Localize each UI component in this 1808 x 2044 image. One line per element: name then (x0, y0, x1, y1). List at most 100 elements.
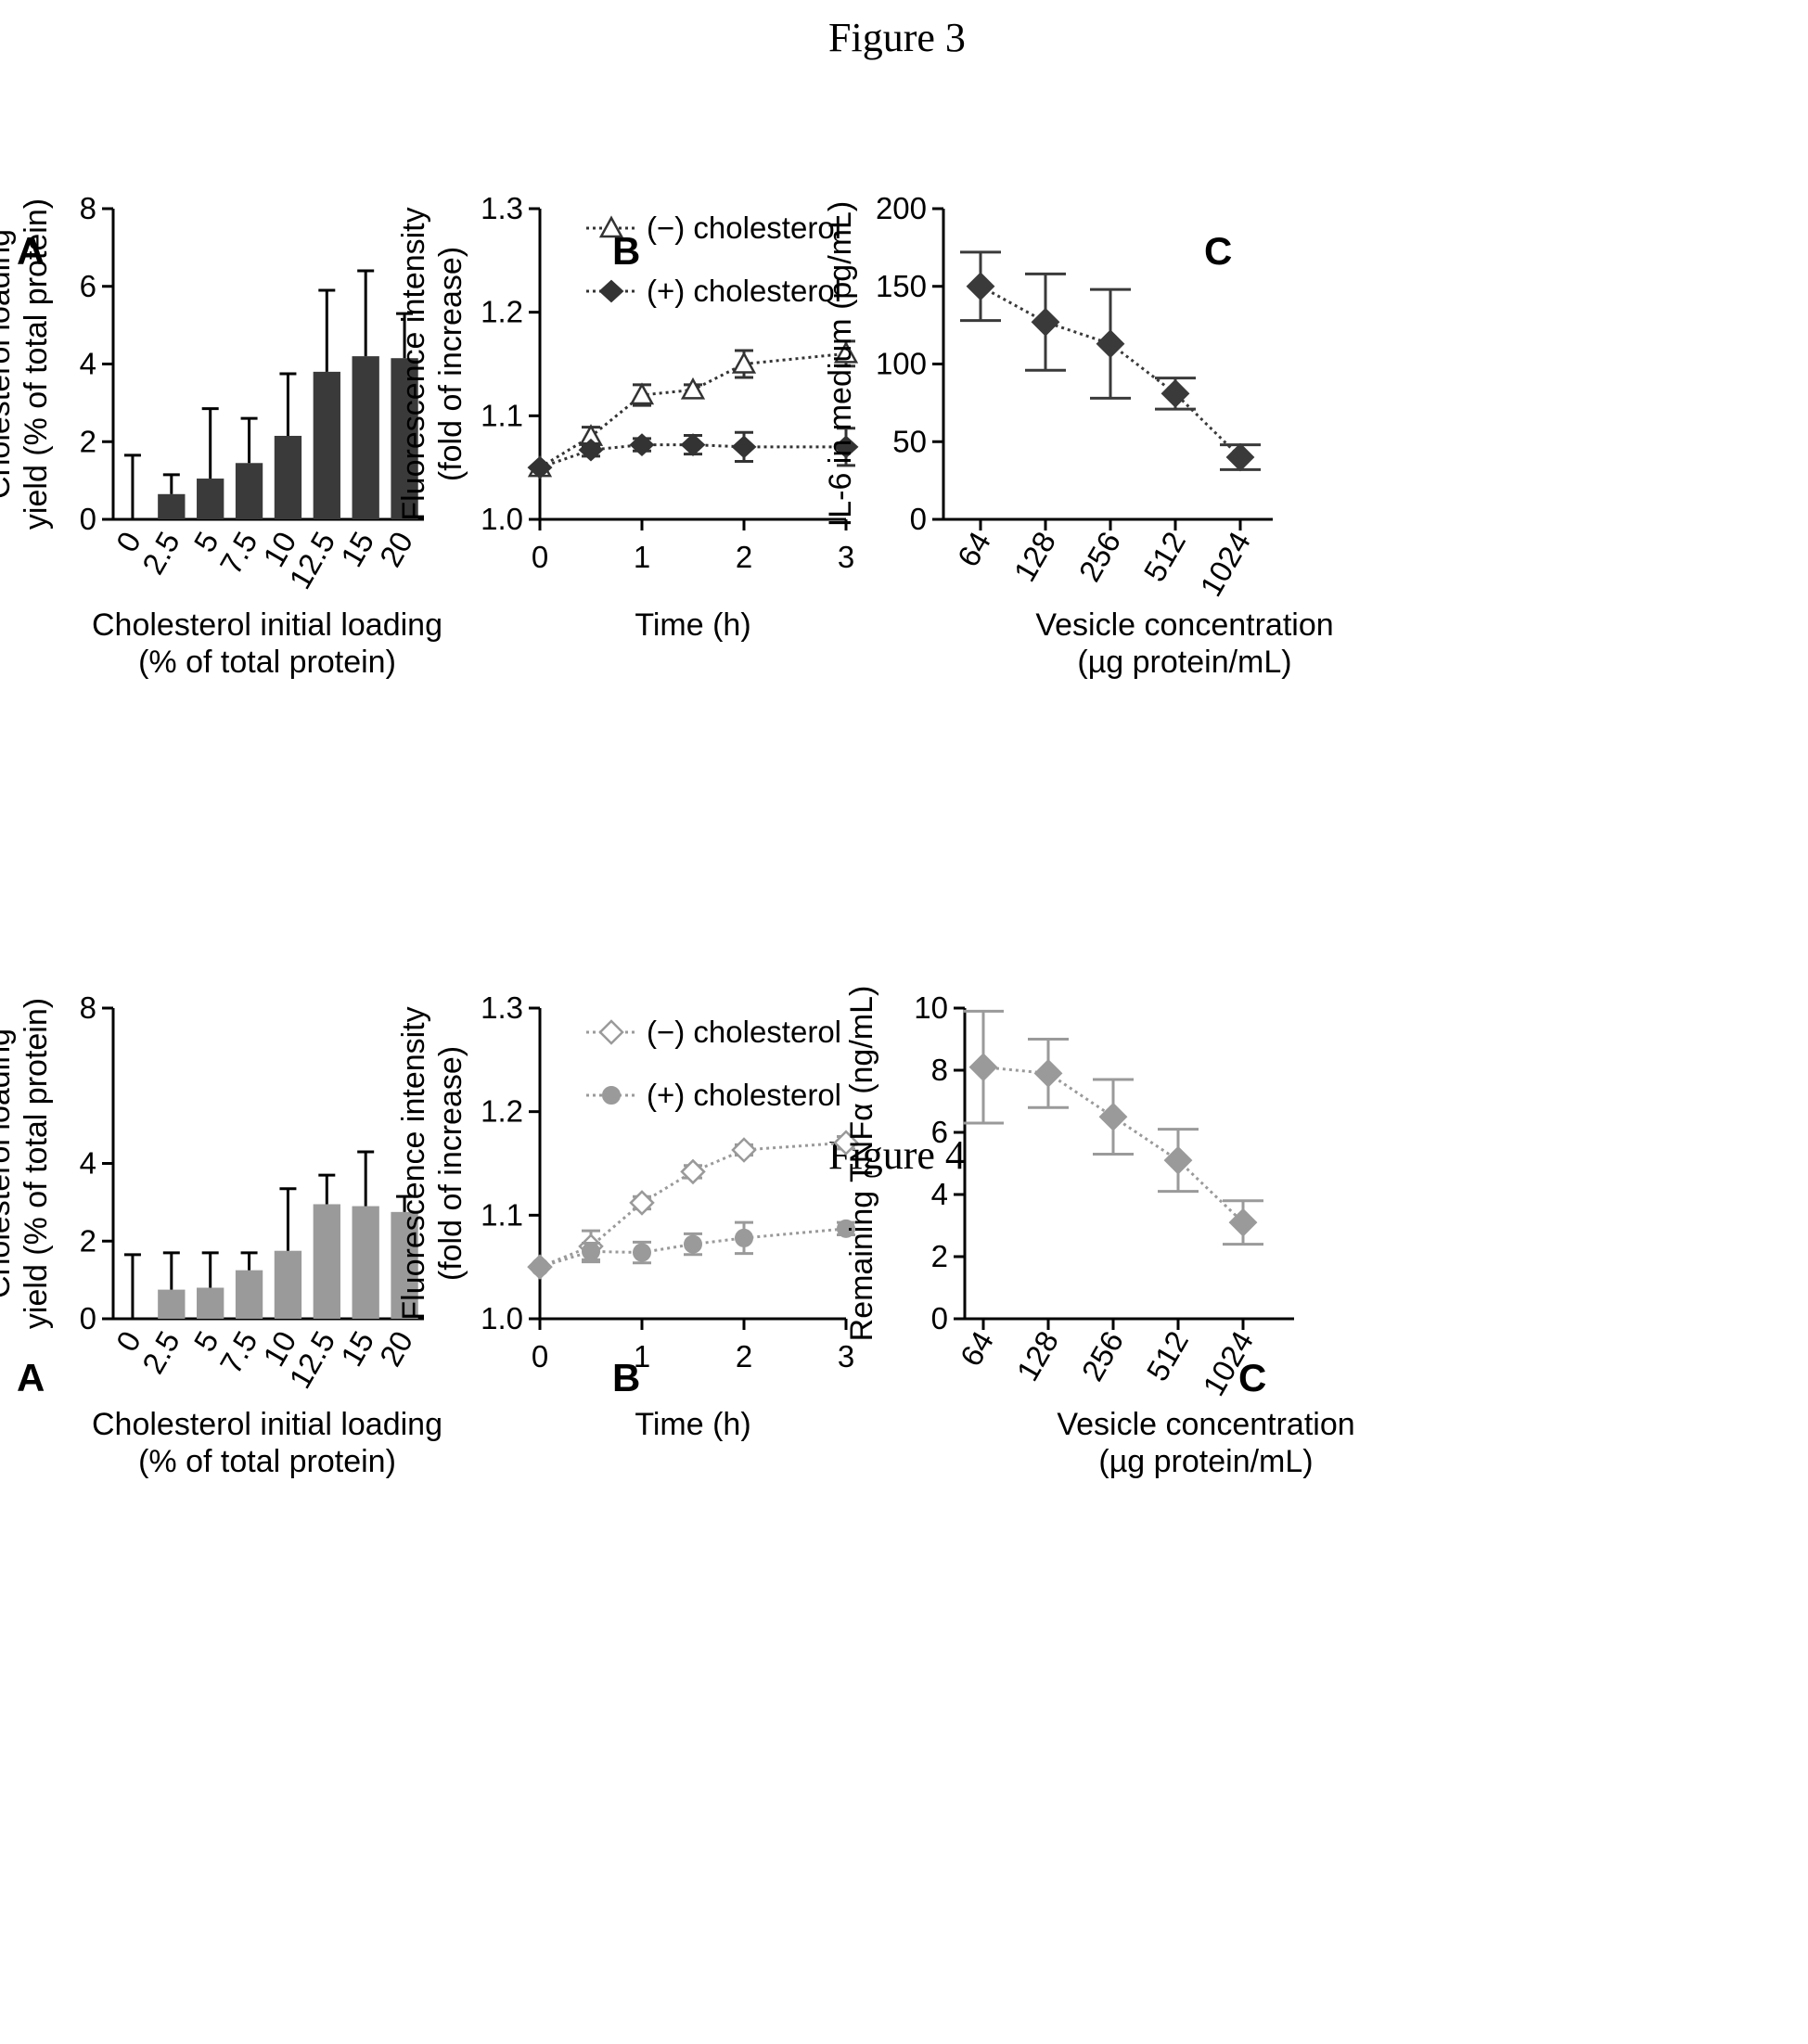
data-point (1096, 329, 1125, 359)
fig4-panel-b: B 1.0 1.1 1.2 1.3 0 1 2 3 (−) cholesterol (+) chol… (396, 990, 859, 1442)
legend-marker (602, 1086, 621, 1105)
y-axis-label: Remaining TNFα (ng/mL) (844, 986, 879, 1342)
x-axis-label: Time (h) (635, 607, 750, 643)
y-tick-label: 1.1 (481, 398, 523, 432)
y-tick-label: 4 (80, 1146, 96, 1181)
data-point (633, 1243, 651, 1262)
panel-letter: A (17, 1356, 45, 1399)
series-line (539, 1227, 847, 1269)
panel-letter: A (17, 229, 45, 273)
x-tick-label: 3 (838, 1339, 854, 1373)
x-tick-label: 128 (1007, 526, 1062, 587)
data-point (1031, 307, 1060, 337)
y-tick-label: 50 (892, 424, 927, 458)
x-tick-label: 2 (736, 1339, 752, 1373)
y-tick-label: 0 (80, 502, 96, 536)
y-tick-label: 6 (931, 1115, 948, 1149)
legend-marker (598, 279, 624, 303)
bar (235, 1270, 263, 1319)
x-tick-label: 12.5 (282, 526, 341, 594)
data-point (1160, 378, 1190, 408)
data-point (1228, 1207, 1258, 1237)
y-axis-label: (fold of increase) (433, 1046, 468, 1281)
bar (235, 463, 263, 519)
y-tick-label: 10 (914, 990, 948, 1025)
y-tick-label: 2 (931, 1239, 948, 1273)
x-axis-label: Cholesterol initial loading (92, 1407, 442, 1442)
y-tick-label: 2 (80, 424, 96, 458)
data-point (680, 1158, 706, 1185)
fig3-panel-b: B1.01.11.21.30 1 2 3(−) cholesterol(+) chol… (396, 191, 859, 643)
x-tick-label: 0 (532, 540, 548, 574)
fig3-panel-c: C 0 50 100 150 200 64 128 256 512 1024 IL-6 in medi… (823, 191, 1334, 680)
data-point (966, 272, 995, 301)
y-axis-label: Cholesterol loading (0, 229, 17, 499)
bar (313, 371, 340, 519)
panel-letter: C (1204, 229, 1232, 273)
data-point (731, 351, 757, 374)
y-tick-label: 1.1 (481, 1197, 523, 1232)
x-tick-label: 3 (838, 540, 854, 574)
x-tick-label: 256 (1074, 1325, 1130, 1386)
legend-label: (+) cholesterol (647, 274, 841, 308)
data-point (1098, 1102, 1128, 1131)
x-tick-label: 2 (736, 540, 752, 574)
x-tick-label: 2.5 (135, 526, 186, 580)
data-point (629, 433, 655, 456)
legend-marker (598, 1019, 624, 1045)
data-point (684, 1234, 702, 1254)
bar (158, 493, 186, 519)
y-axis-label: IL-6 in medium (pg/mL) (823, 201, 858, 527)
x-tick-label: 256 (1071, 526, 1127, 587)
x-axis-label: (% of total protein) (138, 645, 396, 680)
bar (391, 1211, 418, 1319)
x-tick-label: 2.5 (135, 1325, 186, 1379)
bar (274, 435, 302, 519)
x-axis-label: Vesicle concentration (1057, 1407, 1354, 1442)
data-point (582, 1242, 600, 1261)
bar (313, 1204, 340, 1319)
data-point (833, 340, 859, 364)
data-point (680, 433, 706, 456)
y-tick-label: 8 (80, 191, 96, 225)
figure-3-title: Figure 3 (828, 15, 966, 60)
legend-marker (598, 215, 624, 238)
x-tick-label: 7.5 (213, 526, 264, 580)
y-tick-label: 1.3 (481, 990, 523, 1025)
data-point (629, 1190, 655, 1216)
y-tick-label: 1.2 (481, 295, 523, 329)
x-axis-label: (% of total protein) (138, 1444, 396, 1479)
x-tick-label: 512 (1139, 1325, 1195, 1386)
y-axis-label: Fluorescence intensity (396, 1006, 431, 1320)
x-axis-label: (µg protein/mL) (1098, 1444, 1313, 1479)
x-tick-label: 15 (334, 1325, 380, 1372)
y-axis-label: Fluorescence intensity (396, 207, 431, 520)
bar (352, 1206, 379, 1319)
data-point (833, 435, 859, 459)
y-axis-label: Cholesterol loading (0, 1028, 17, 1298)
data-point (1163, 1145, 1193, 1175)
x-tick-label: 20 (373, 1325, 419, 1372)
bar (274, 1250, 302, 1319)
y-tick-label: 100 (876, 347, 927, 381)
data-point (735, 1228, 753, 1247)
y-tick-label: 1.0 (481, 502, 523, 536)
x-axis-label: Time (h) (635, 1407, 750, 1442)
y-tick-label: 0 (910, 502, 927, 536)
legend-label: (−) cholesterol (647, 1015, 841, 1049)
x-tick-label: 512 (1136, 526, 1192, 587)
data-point (731, 435, 757, 459)
x-tick-label: 1 (634, 540, 650, 574)
series-line (539, 443, 846, 469)
data-point (1033, 1058, 1063, 1088)
bar (197, 479, 224, 519)
data-point (629, 382, 655, 405)
data-point (531, 1258, 549, 1277)
y-tick-label: 4 (80, 347, 96, 381)
bar (158, 1289, 186, 1319)
y-tick-label: 200 (876, 191, 927, 225)
bar (197, 1287, 224, 1319)
series-line (539, 351, 847, 469)
